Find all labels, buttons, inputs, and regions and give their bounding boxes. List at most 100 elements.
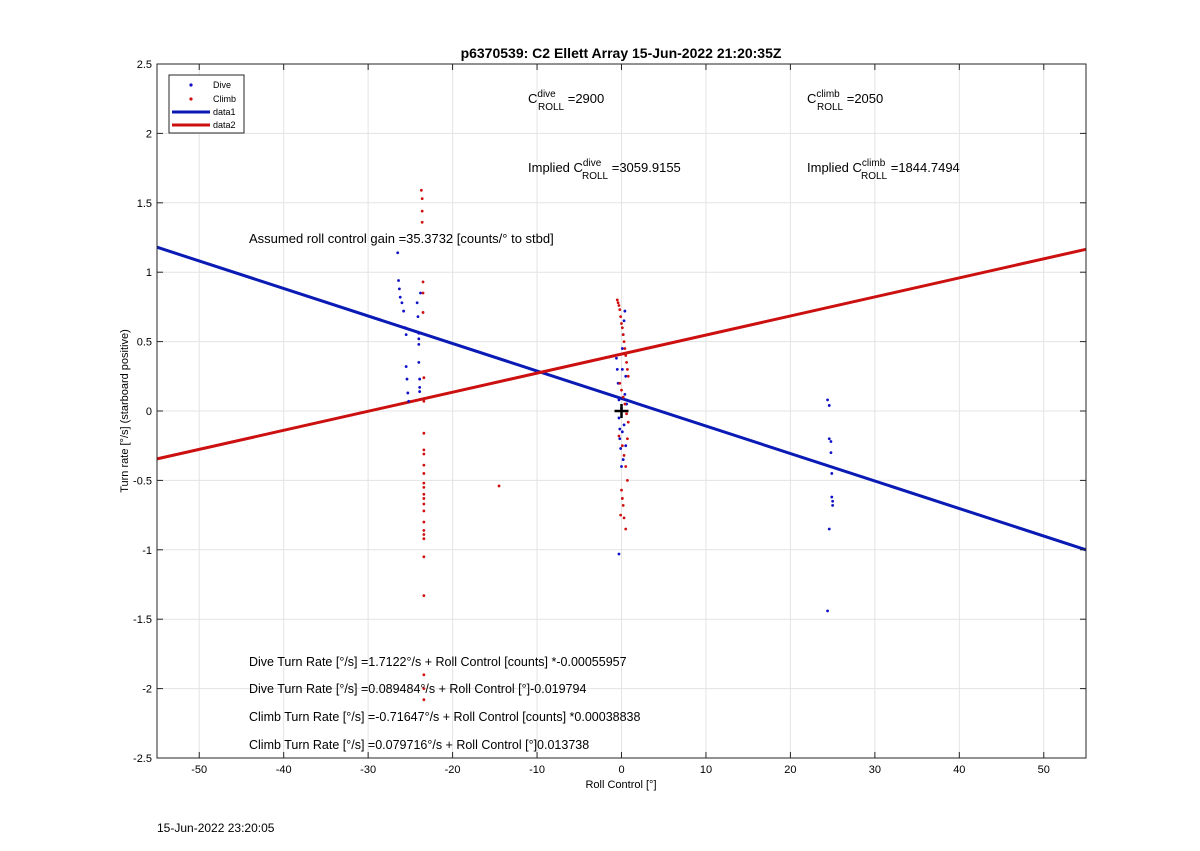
dive-point	[404, 365, 408, 368]
dive-point	[826, 609, 829, 613]
dive-point	[396, 251, 400, 255]
dive-point	[621, 458, 625, 461]
climb-point	[422, 528, 426, 532]
legend-box	[168, 74, 245, 134]
climb-point	[622, 340, 626, 343]
dive-point	[397, 287, 401, 291]
climb-point	[626, 420, 630, 424]
climb-point	[626, 367, 629, 371]
legend-data2-label: data2	[213, 120, 236, 130]
dive-point	[402, 309, 406, 313]
dive-point	[400, 301, 404, 305]
climb-point	[621, 395, 625, 399]
climb-point	[615, 298, 619, 302]
climb-point	[421, 280, 425, 284]
climb-point	[422, 448, 426, 452]
dive-point	[615, 367, 619, 371]
climb-point	[419, 188, 423, 192]
x-tick-label: 50	[1038, 764, 1050, 776]
dive-point	[418, 390, 422, 393]
climb-point	[623, 402, 627, 406]
climb-point	[626, 374, 630, 378]
climb-point	[422, 555, 426, 559]
x-tick-label: 20	[784, 764, 796, 776]
climb-point	[622, 454, 626, 457]
dive-point	[407, 399, 411, 403]
dive-point	[416, 315, 420, 319]
y-tick-label: -1	[142, 545, 152, 557]
climb-point	[422, 492, 426, 496]
fit-line-data2	[156, 247, 1087, 461]
x-tick-label: 0	[618, 764, 624, 776]
implied-climb-annotation: Implied Cclimb ROLL =1844.7494	[807, 158, 960, 182]
dive-point	[398, 295, 402, 299]
y-tick-label: 1	[146, 267, 152, 279]
x-tick-label: 30	[869, 764, 881, 776]
climb-point	[422, 509, 426, 513]
climb-point	[620, 326, 624, 330]
dive-point	[624, 374, 628, 378]
center-marker	[614, 404, 629, 418]
chart-title: p6370539: C2 Ellett Array 15-Jun-2022 21…	[461, 45, 782, 61]
climb-point	[620, 322, 623, 325]
x-axis-label: Roll Control [°]	[585, 779, 656, 791]
climb-point	[625, 412, 628, 416]
dive-point	[620, 347, 624, 350]
dive-point	[397, 279, 400, 282]
climb-point	[420, 197, 424, 201]
dive-point	[418, 386, 422, 389]
dive-point	[615, 356, 618, 360]
dive-point	[830, 495, 834, 499]
climb-point	[620, 444, 624, 448]
climb-point	[620, 388, 623, 392]
x-tick-label: -50	[191, 764, 207, 776]
gain-annotation: Assumed roll control gain =35.3732 [coun…	[249, 231, 554, 246]
x-tick-label: -10	[529, 764, 545, 776]
climb-point	[422, 376, 426, 380]
dive-point	[827, 527, 831, 531]
legend-dive-marker	[189, 83, 193, 87]
legend-climb-label: Climb	[213, 94, 236, 104]
climb-point	[422, 485, 426, 489]
dive-point	[624, 444, 628, 448]
dive-point	[417, 342, 421, 346]
dive-equation-counts: Dive Turn Rate [°/s] =1.7122°/s + Roll C…	[249, 655, 627, 669]
dive-point	[617, 416, 621, 420]
climb-point	[619, 315, 623, 319]
climb-point	[624, 354, 628, 357]
y-tick-label: -0.5	[133, 475, 152, 487]
climb-point	[422, 463, 426, 467]
climb-point	[620, 488, 623, 492]
climb-point	[422, 399, 426, 403]
dive-point	[619, 447, 623, 450]
climb-point	[620, 497, 624, 500]
dive-equation-degrees: Dive Turn Rate [°/s] =0.089484°/s + Roll…	[249, 682, 586, 696]
climb-point	[616, 301, 620, 305]
dive-point	[405, 377, 409, 381]
dive-point	[831, 499, 835, 503]
climb-point	[422, 452, 426, 456]
climb-point	[617, 304, 621, 307]
climb-point	[422, 594, 426, 598]
dive-point	[622, 319, 626, 323]
x-tick-label: -30	[360, 764, 376, 776]
x-tick-label: 10	[700, 764, 712, 776]
legend-data1-label: data1	[213, 107, 236, 117]
climb-point	[422, 673, 426, 677]
x-tick-label: -40	[276, 764, 292, 776]
climb-point	[422, 431, 426, 435]
climb-point	[624, 527, 628, 531]
climb-point	[422, 481, 426, 485]
dive-point	[622, 423, 626, 427]
climb-point	[621, 503, 625, 507]
dive-point	[617, 398, 621, 402]
dive-point	[417, 331, 421, 335]
dive-point	[826, 398, 829, 402]
climb-equation-degrees: Climb Turn Rate [°/s] =0.079716°/s + Rol…	[249, 738, 589, 752]
climb-point	[618, 381, 622, 385]
dive-point	[623, 309, 627, 313]
climb-point	[422, 472, 426, 475]
climb-point	[624, 465, 628, 468]
y-tick-label: -2	[142, 684, 152, 696]
climb-point	[618, 308, 622, 312]
